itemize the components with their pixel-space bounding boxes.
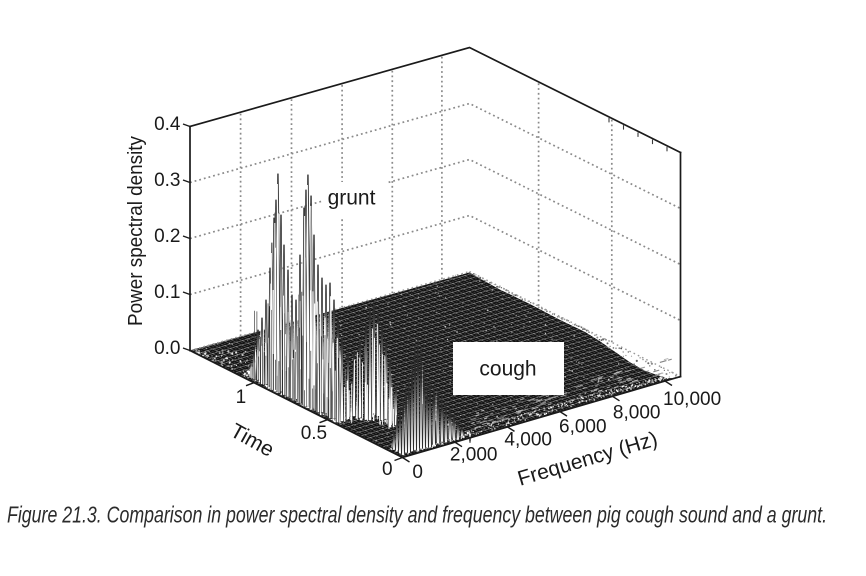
svg-text:cough: cough [479, 358, 536, 381]
svg-text:1: 1 [236, 387, 247, 408]
svg-text:2,000: 2,000 [450, 444, 498, 465]
svg-text:8,000: 8,000 [613, 403, 661, 424]
svg-text:0: 0 [412, 462, 423, 483]
svg-text:4,000: 4,000 [504, 430, 552, 451]
svg-text:10,000: 10,000 [663, 389, 721, 410]
svg-text:0.2: 0.2 [154, 226, 180, 247]
svg-text:6,000: 6,000 [559, 417, 607, 438]
svg-text:Power spectral density: Power spectral density [125, 136, 147, 326]
svg-text:0.3: 0.3 [154, 170, 180, 191]
svg-text:0.0: 0.0 [154, 338, 180, 359]
svg-text:0.4: 0.4 [154, 114, 181, 135]
svg-text:grunt: grunt [328, 187, 376, 210]
svg-text:0: 0 [382, 459, 393, 480]
svg-text:0.5: 0.5 [301, 423, 327, 444]
svg-text:0.1: 0.1 [154, 282, 180, 303]
svg-text:Figure 21.3. Comparison in pow: Figure 21.3. Comparison in power spectra… [7, 502, 827, 528]
